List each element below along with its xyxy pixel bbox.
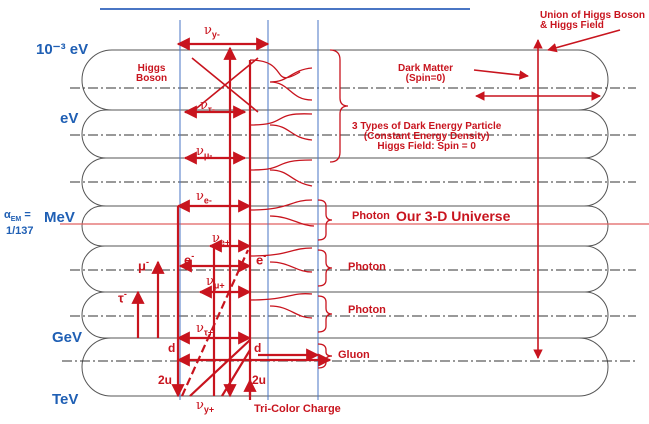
nu-y-minus-label: νy- bbox=[204, 23, 220, 40]
our-universe-label: Our 3-D Universe bbox=[396, 208, 511, 224]
layer-capsule-5 bbox=[81, 245, 609, 293]
gluon-diag-2 bbox=[221, 349, 251, 397]
energy-label-3: MeV bbox=[44, 209, 75, 226]
alpha-em-label: αEM = bbox=[4, 209, 31, 224]
u-left-label: 2u bbox=[158, 373, 173, 387]
e-left-label: e- bbox=[184, 251, 195, 268]
nu-mu-plus-label: νμ+ bbox=[206, 274, 225, 291]
nu-tau-minus-label: ντ- bbox=[200, 98, 215, 115]
layer-capsule-2 bbox=[81, 109, 609, 159]
particle-structure bbox=[131, 37, 332, 400]
branch-3 bbox=[249, 159, 313, 187]
photon-brace-2 bbox=[317, 249, 333, 287]
nu-mu-minus-label: νμ- bbox=[196, 144, 213, 161]
right-arrows bbox=[473, 29, 621, 359]
photon-brace-3 bbox=[317, 295, 333, 333]
branch-1 bbox=[249, 59, 313, 101]
nu-e-plus-label: νe+ bbox=[212, 231, 231, 248]
union-pointer bbox=[547, 29, 621, 53]
gluon-diag-1 bbox=[189, 339, 251, 397]
branch-6 bbox=[249, 293, 313, 319]
nu-e-minus-label: νe- bbox=[196, 189, 212, 206]
branch-2 bbox=[249, 113, 313, 141]
dark-energy-brace bbox=[329, 49, 349, 163]
dark-energy-label: 3 Types of Dark Energy Particle (Constan… bbox=[352, 121, 502, 152]
photon-label-3: Photon bbox=[348, 304, 386, 316]
photon-label-1: Photon bbox=[352, 210, 390, 222]
layer-capsule-4 bbox=[81, 205, 609, 247]
energy-label-5: TeV bbox=[52, 391, 79, 408]
gluon-brace bbox=[317, 343, 333, 369]
dashed-diagonal bbox=[180, 249, 250, 397]
layer-capsule-7 bbox=[81, 337, 609, 397]
branch-5 bbox=[249, 247, 313, 273]
gluon-label: Gluon bbox=[338, 349, 370, 361]
branch-4 bbox=[249, 199, 315, 227]
branch-arrows bbox=[249, 59, 315, 319]
higgs-boson-label: Higgs Boson bbox=[136, 63, 168, 84]
nu-y-plus-label: νy+ bbox=[196, 398, 215, 415]
e-right-label: e- bbox=[256, 251, 267, 268]
d-left-label: d bbox=[168, 341, 176, 355]
layer-capsules bbox=[81, 49, 609, 397]
d-right-label: d bbox=[254, 341, 262, 355]
tau-label: τ- bbox=[118, 289, 127, 306]
tri-color-label: Tri-Color Charge bbox=[254, 403, 341, 415]
energy-label-1: 10⁻³ eV bbox=[36, 41, 89, 58]
alpha-em-value: 1/137 bbox=[6, 225, 34, 237]
mu-label: μ- bbox=[138, 257, 149, 274]
photon-brace-1 bbox=[317, 199, 333, 241]
energy-label-4: GeV bbox=[52, 329, 83, 346]
photon-label-2: Photon bbox=[348, 261, 386, 273]
u-right-label: 2u bbox=[252, 373, 267, 387]
energy-label-2: eV bbox=[60, 110, 79, 127]
union-label: Union of Higgs Boson & Higgs Field bbox=[540, 10, 645, 31]
dark-matter-label: Dark Matter (Spin=0) bbox=[398, 63, 454, 84]
dark-matter-pointer bbox=[473, 69, 529, 80]
braces bbox=[317, 49, 349, 369]
layer-capsule-6 bbox=[81, 291, 609, 339]
nu-tau-plus-label: ντ+ bbox=[196, 321, 214, 338]
